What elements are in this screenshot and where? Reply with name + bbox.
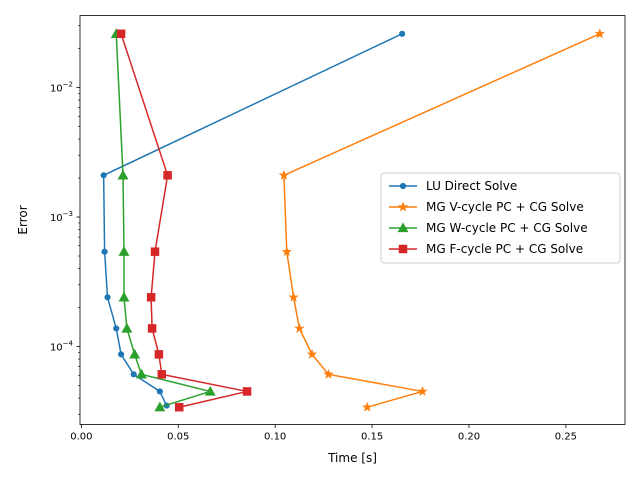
data-point	[157, 370, 167, 379]
series-layer	[100, 28, 606, 412]
data-point	[399, 30, 406, 37]
data-point	[288, 291, 299, 302]
legend-label: MG F-cycle PC + CG Solve	[426, 242, 583, 256]
legend: LU Direct Solve MG V-cycle PC + CG Solve M…	[380, 172, 621, 264]
data-point	[294, 322, 305, 333]
x-tick-label: 0.15	[361, 432, 383, 443]
y-axis-label: Error	[16, 205, 30, 234]
data-point	[306, 348, 318, 359]
data-point	[154, 350, 164, 359]
y-tick-label: 10−2	[50, 81, 73, 95]
data-point	[121, 322, 133, 333]
data-point	[154, 401, 166, 412]
x-axis-label: Time [s]	[327, 451, 377, 465]
data-point	[117, 169, 129, 180]
x-tick-label: 0.05	[167, 432, 189, 443]
data-point	[204, 385, 216, 396]
data-point	[150, 247, 160, 256]
data-point	[163, 171, 172, 180]
data-point	[147, 324, 157, 333]
legend-label: LU Direct Solve	[426, 179, 517, 193]
data-point	[117, 351, 125, 358]
legend-entry: MG V-cycle PC + CG Solve	[389, 200, 584, 214]
data-point	[135, 368, 147, 379]
data-point	[594, 28, 606, 39]
legend-entry: MG W-cycle PC + CG Solve	[389, 221, 588, 235]
y-tick-label: 10−4	[50, 340, 74, 354]
x-tick-label: 0.10	[264, 432, 286, 443]
data-point	[278, 169, 290, 180]
data-point	[130, 371, 137, 378]
legend-marker	[399, 182, 407, 190]
data-point	[101, 248, 108, 255]
data-point	[323, 368, 334, 379]
data-point	[146, 293, 156, 302]
data-point	[118, 291, 130, 302]
legend-entry: LU Direct Solve	[389, 179, 517, 193]
data-point	[129, 348, 141, 359]
x-tick-label: 0.25	[555, 432, 577, 443]
y-tick-label: 10−3	[50, 210, 73, 224]
legend-marker	[397, 222, 409, 233]
series-2	[278, 28, 606, 412]
data-point	[417, 385, 428, 396]
legend-marker	[398, 244, 408, 254]
legend-marker	[397, 201, 409, 212]
data-point	[100, 172, 107, 179]
x-axis: 0.00 0.05 0.10 0.15 0.20 0.25	[70, 424, 577, 443]
data-point	[113, 325, 120, 332]
legend-frame	[380, 172, 621, 264]
series-4	[116, 29, 252, 412]
data-point	[116, 29, 126, 39]
data-point	[118, 246, 130, 256]
x-tick-label: 0.00	[70, 432, 92, 443]
data-point	[174, 402, 184, 412]
legend-entry: MG F-cycle PC + CG Solve	[389, 242, 583, 256]
plot-frame	[79, 15, 626, 425]
legend-label: MG W-cycle PC + CG Solve	[426, 221, 588, 235]
data-point	[104, 294, 111, 301]
data-point	[362, 401, 373, 412]
x-tick-label: 0.20	[458, 432, 480, 443]
series-1	[100, 30, 406, 409]
legend-label: MG V-cycle PC + CG Solve	[426, 200, 584, 214]
data-point	[242, 387, 252, 396]
y-axis: 10−4 10−3 10−2	[50, 25, 80, 415]
data-point	[156, 388, 163, 395]
data-point	[281, 246, 293, 257]
